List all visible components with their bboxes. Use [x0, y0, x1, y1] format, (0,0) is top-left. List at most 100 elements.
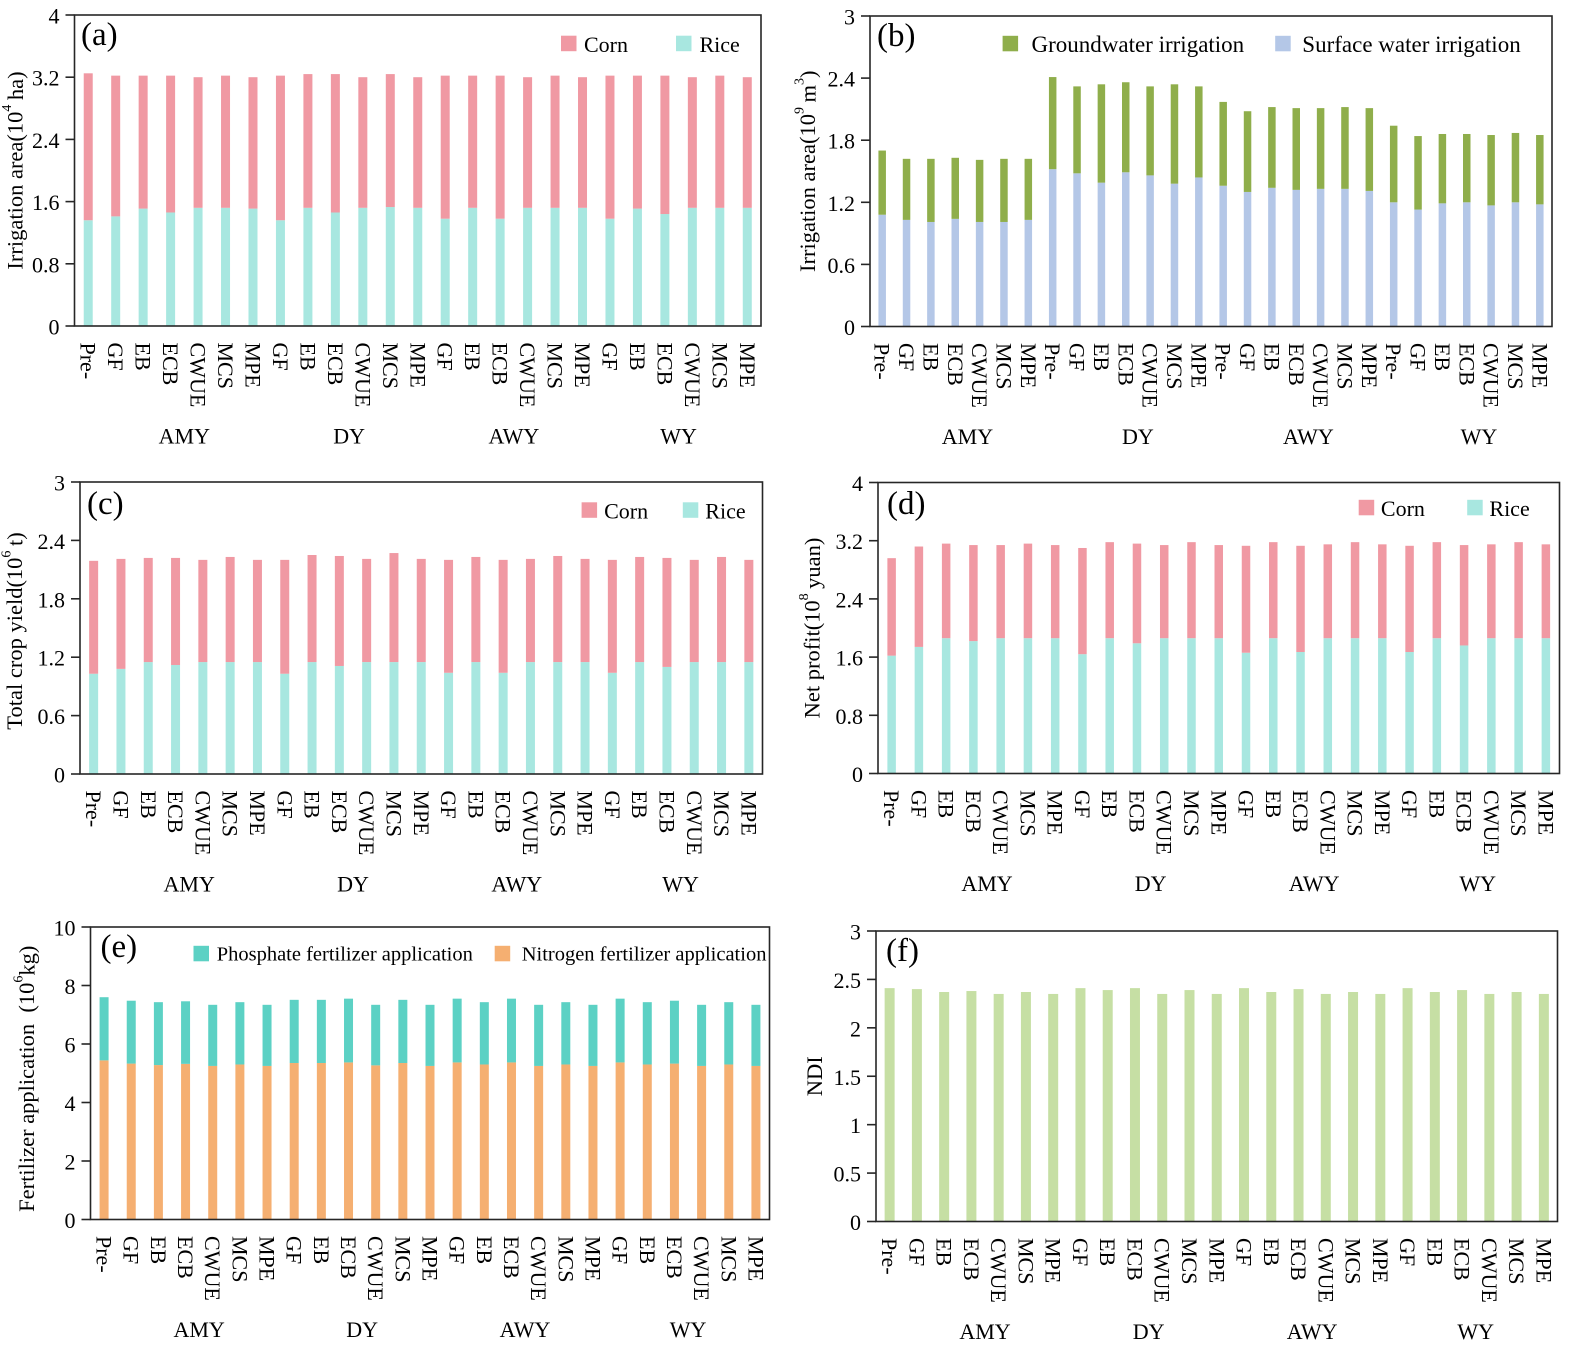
svg-text:MCS: MCS	[1504, 1238, 1529, 1284]
svg-text:8: 8	[65, 974, 76, 999]
svg-text:0: 0	[54, 763, 65, 788]
svg-text:0.8: 0.8	[836, 704, 864, 729]
svg-text:CWUE: CWUE	[1313, 1238, 1338, 1303]
svg-text:Total crop yield(106 t): Total crop yield(106 t)	[0, 532, 27, 729]
svg-text:CWUE: CWUE	[190, 791, 215, 856]
svg-text:1.6: 1.6	[32, 190, 60, 215]
svg-text:0: 0	[844, 315, 855, 340]
svg-text:EB: EB	[1097, 790, 1122, 818]
svg-text:(c): (c)	[87, 486, 124, 522]
svg-text:MPE: MPE	[735, 343, 760, 388]
svg-text:ECB: ECB	[1122, 1238, 1147, 1281]
svg-text:MPE: MPE	[1370, 790, 1395, 835]
svg-text:MCS: MCS	[213, 343, 238, 389]
svg-text:ECB: ECB	[652, 343, 677, 386]
svg-text:EB: EB	[932, 1238, 957, 1266]
svg-text:GF: GF	[1234, 790, 1259, 818]
svg-text:ECB: ECB	[499, 1236, 524, 1279]
svg-text:CWUE: CWUE	[1308, 343, 1333, 408]
svg-text:CWUE: CWUE	[1152, 790, 1177, 855]
svg-text:4: 4	[852, 471, 863, 496]
svg-text:ECB: ECB	[1288, 790, 1313, 833]
svg-text:ECB: ECB	[1452, 790, 1477, 833]
svg-text:MPE: MPE	[240, 343, 265, 388]
svg-text:GF: GF	[445, 1236, 470, 1264]
svg-text:CWUE: CWUE	[518, 791, 543, 856]
svg-text:ECB: ECB	[158, 343, 183, 386]
svg-text:MCS: MCS	[1332, 343, 1357, 389]
svg-text:AMY: AMY	[961, 871, 1012, 896]
svg-text:2.4: 2.4	[38, 529, 66, 554]
svg-text:DY: DY	[346, 1317, 378, 1342]
svg-text:Corn: Corn	[584, 32, 628, 57]
svg-text:GF: GF	[1406, 343, 1431, 371]
svg-text:CWUE: CWUE	[689, 1236, 714, 1301]
svg-text:Pre-: Pre-	[1211, 343, 1236, 380]
svg-text:CWUE: CWUE	[354, 791, 379, 856]
svg-text:ECB: ECB	[1124, 790, 1149, 833]
svg-text:(b): (b)	[877, 18, 915, 54]
svg-text:MPE: MPE	[1043, 790, 1068, 835]
svg-text:DY: DY	[337, 872, 369, 897]
svg-text:MPE: MPE	[573, 791, 598, 836]
svg-text:GF: GF	[1068, 1238, 1093, 1266]
svg-text:MCS: MCS	[716, 1236, 741, 1282]
svg-text:MCS: MCS	[381, 791, 406, 837]
svg-text:MPE: MPE	[245, 791, 270, 836]
svg-text:(a): (a)	[81, 17, 118, 53]
svg-text:DY: DY	[1133, 1319, 1165, 1344]
svg-text:Net profit(108 yuan): Net profit(108 yuan)	[797, 538, 825, 719]
svg-text:1.6: 1.6	[836, 646, 864, 671]
svg-text:Pre-: Pre-	[76, 343, 101, 380]
svg-text:Phosphate fertilizer applicati: Phosphate fertilizer application	[217, 944, 473, 966]
svg-text:6: 6	[65, 1033, 76, 1058]
svg-text:GF: GF	[597, 343, 622, 371]
svg-text:GF: GF	[282, 1236, 307, 1264]
svg-text:MPE: MPE	[418, 1236, 443, 1281]
svg-text:MCS: MCS	[545, 791, 570, 837]
svg-text:MCS: MCS	[543, 343, 568, 389]
svg-text:GF: GF	[1395, 1238, 1420, 1266]
svg-text:DY: DY	[1135, 871, 1167, 896]
svg-text:MCS: MCS	[390, 1236, 415, 1282]
svg-text:ECB: ECB	[491, 791, 516, 834]
svg-text:CWUE: CWUE	[1138, 343, 1163, 408]
svg-text:CWUE: CWUE	[967, 343, 992, 408]
svg-text:CWUE: CWUE	[1150, 1238, 1175, 1303]
svg-text:Fertilizer application (106kg): Fertilizer application (106kg)	[11, 946, 39, 1212]
svg-text:2.4: 2.4	[828, 67, 856, 92]
svg-text:EB: EB	[625, 343, 650, 371]
svg-text:NDI: NDI	[802, 1056, 827, 1096]
svg-text:10: 10	[54, 916, 76, 941]
svg-text:EB: EB	[1259, 343, 1284, 371]
svg-text:EB: EB	[1259, 1238, 1284, 1266]
svg-text:AMY: AMY	[942, 424, 993, 449]
svg-text:EB: EB	[1261, 790, 1286, 818]
svg-text:2: 2	[850, 1016, 861, 1041]
svg-text:Nitrogen fertilizer applicatio: Nitrogen fertilizer application	[522, 944, 767, 966]
svg-text:GF: GF	[608, 1236, 633, 1264]
svg-text:EB: EB	[146, 1236, 171, 1264]
svg-text:CWUE: CWUE	[1479, 343, 1504, 408]
svg-text:CWUE: CWUE	[680, 343, 705, 408]
svg-text:CWUE: CWUE	[186, 343, 211, 408]
svg-text:Rice: Rice	[705, 499, 745, 524]
svg-text:WY: WY	[1459, 871, 1496, 896]
svg-text:MPE: MPE	[1041, 1238, 1066, 1283]
svg-text:WY: WY	[660, 424, 697, 449]
svg-text:GF: GF	[1232, 1238, 1257, 1266]
svg-text:3.2: 3.2	[836, 529, 864, 554]
svg-text:GF: GF	[1065, 343, 1090, 371]
svg-text:CWUE: CWUE	[526, 1236, 551, 1301]
svg-text:EB: EB	[918, 343, 943, 371]
svg-text:(d): (d)	[887, 486, 925, 522]
svg-text:0.8: 0.8	[32, 252, 60, 277]
svg-text:ECB: ECB	[327, 791, 352, 834]
svg-text:EB: EB	[460, 343, 485, 371]
svg-text:GF: GF	[906, 790, 931, 818]
svg-text:MCS: MCS	[1179, 790, 1204, 836]
svg-text:ECB: ECB	[323, 343, 348, 386]
svg-text:WY: WY	[1461, 424, 1498, 449]
svg-text:GF: GF	[894, 343, 919, 371]
svg-text:0.6: 0.6	[38, 704, 66, 729]
